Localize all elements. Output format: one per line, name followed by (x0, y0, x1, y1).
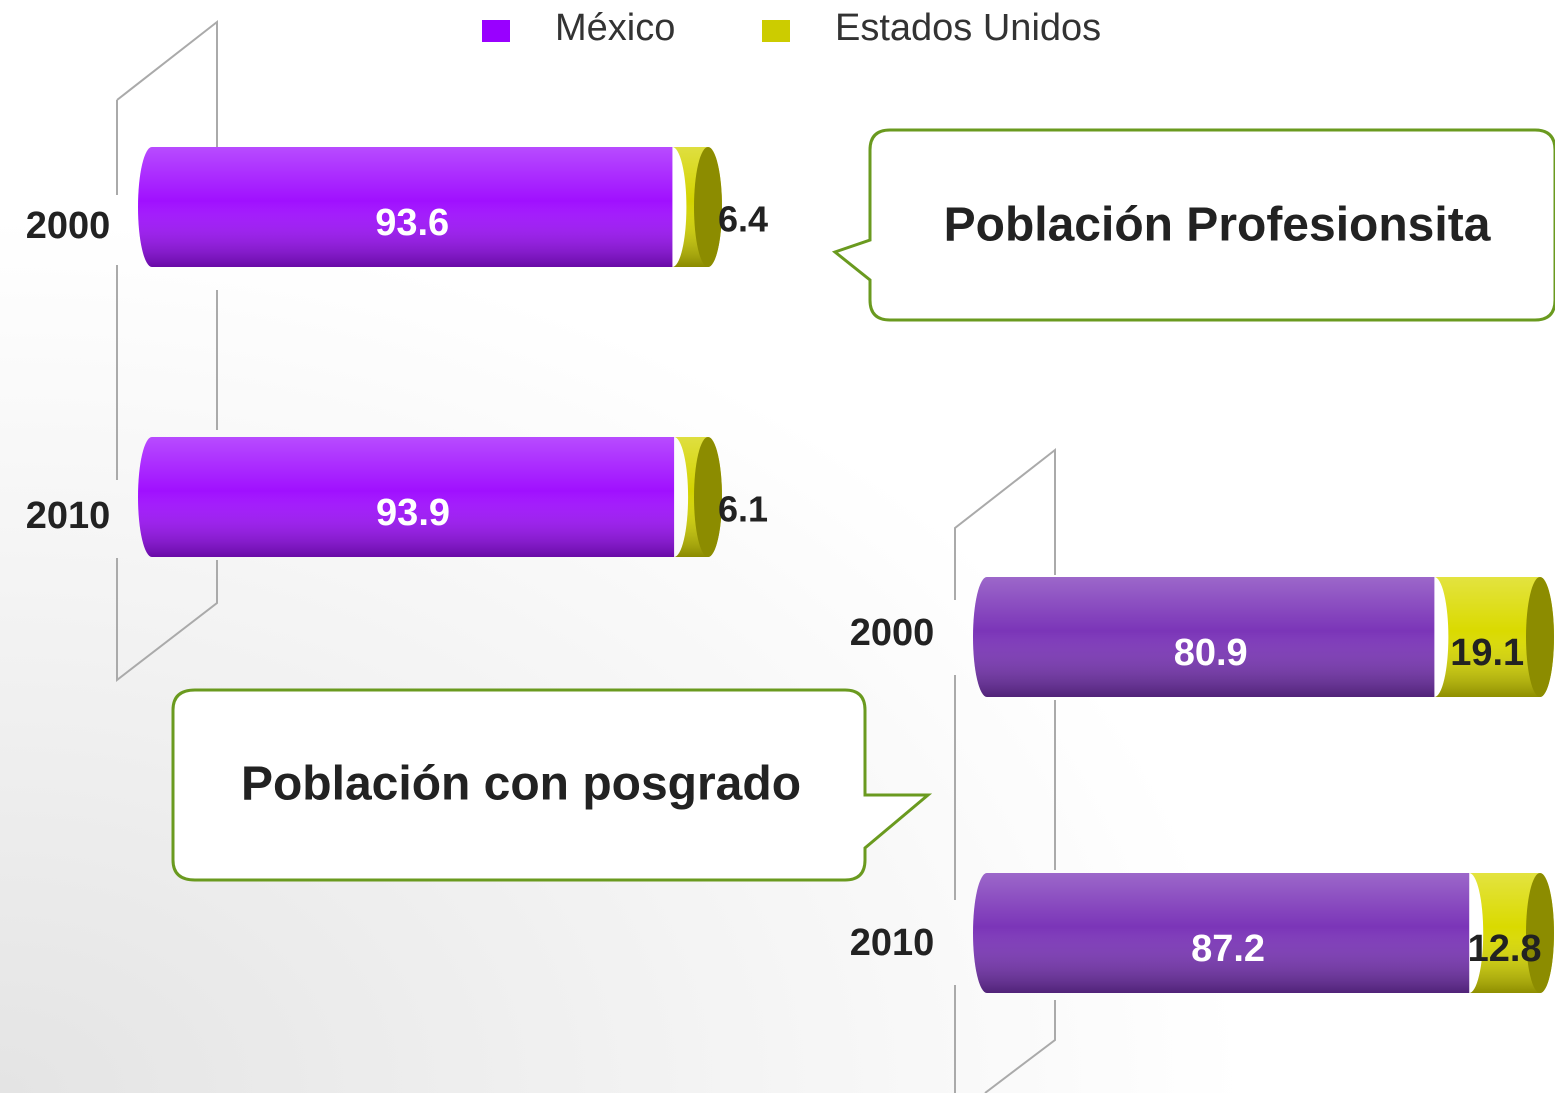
bar-cap (1526, 577, 1554, 697)
legend-label: Estados Unidos (835, 7, 1101, 49)
bar-shade (138, 147, 673, 267)
annotation: Población con posgrado (241, 758, 801, 811)
bar-shade (1434, 577, 1554, 697)
value-label: 6.1 (718, 489, 768, 530)
frame (116, 19, 218, 150)
value-label: 87.2 (1191, 928, 1265, 970)
value-label: 6.4 (718, 199, 768, 240)
legend-swatch (482, 20, 510, 42)
y-tick-label: 2000 (26, 205, 111, 247)
value-label: 80.9 (1174, 632, 1248, 674)
annotation: Población Profesionsita (944, 199, 1491, 252)
y-tick-label: 2010 (850, 922, 935, 964)
callout (171, 688, 933, 882)
bar-shade (138, 437, 675, 557)
y-tick-label: 2000 (850, 612, 935, 654)
y-tick-label: 2010 (26, 495, 111, 537)
legend-label: México (555, 7, 675, 49)
value-label: 12.8 (1468, 928, 1542, 970)
bar-cap (694, 147, 722, 267)
callout (831, 128, 1555, 322)
frame (116, 558, 218, 683)
bar-cap (694, 437, 722, 557)
frame (954, 447, 1056, 600)
bar-shade (973, 873, 1470, 993)
value-label: 19.1 (1450, 632, 1524, 674)
legend-swatch (762, 20, 790, 42)
value-label: 93.6 (375, 202, 449, 244)
bar-cap (1526, 873, 1554, 993)
frame (984, 1000, 1056, 1093)
bar-shade (973, 577, 1435, 697)
value-label: 93.9 (376, 492, 450, 534)
